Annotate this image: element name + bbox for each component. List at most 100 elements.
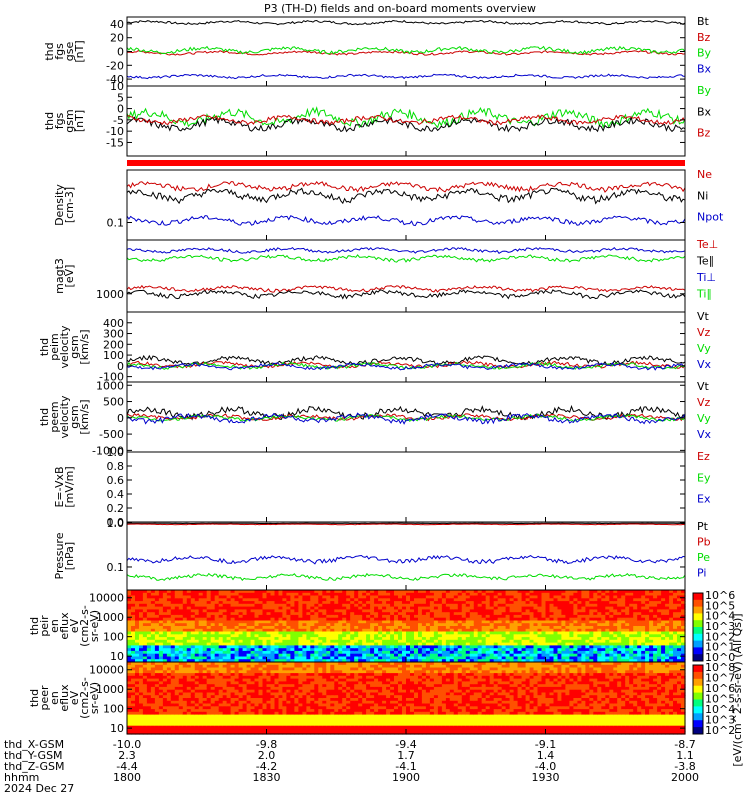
heatmap-cell (258, 720, 264, 724)
heatmap-cell (338, 639, 343, 644)
heatmap-cell (366, 592, 371, 597)
heatmap-cell (593, 612, 598, 616)
heatmap-cell (218, 626, 224, 630)
heatmap-cell (593, 648, 598, 652)
heatmap-cell (597, 634, 602, 638)
heatmap-cell (425, 656, 431, 660)
heatmap-cell (222, 645, 228, 649)
heatmap-cell (310, 656, 315, 660)
heatmap-cell (282, 626, 287, 630)
heatmap-cell (278, 711, 284, 716)
heatmap-cell (234, 617, 240, 622)
heatmap-cell (146, 595, 152, 599)
y-axis-label: thd (43, 112, 56, 130)
heatmap-cell (429, 659, 435, 663)
heatmap-cell (262, 728, 268, 732)
heatmap-cell (170, 675, 176, 680)
heatmap-cell (206, 681, 212, 685)
y-axis-label: eV (68, 618, 81, 633)
heatmap-cell (250, 612, 256, 616)
heatmap-cell (254, 631, 260, 635)
heatmap-cell (142, 609, 148, 613)
heatmap-cell (497, 634, 503, 638)
heatmap-cell (174, 656, 180, 660)
heatmap-cell (509, 612, 515, 616)
heatmap-cell (146, 692, 152, 696)
heatmap-cell (222, 698, 228, 702)
heatmap-cell (645, 614, 650, 619)
heatmap-cell (505, 648, 511, 652)
heatmap-cell (469, 639, 475, 644)
heatmap-cell (465, 650, 471, 655)
heatmap-cell (206, 648, 212, 652)
heatmap-cell (533, 650, 539, 655)
heatmap-cell (429, 592, 435, 597)
heatmap-cell (330, 659, 335, 663)
heatmap-cell (366, 609, 371, 613)
heatmap-cell (234, 692, 240, 696)
heatmap-cell (485, 650, 491, 655)
heatmap-cell (366, 620, 371, 624)
heatmap-cell (139, 617, 144, 622)
heatmap-cell (589, 598, 594, 602)
heatmap-cell (290, 626, 295, 630)
heatmap-cell (561, 595, 566, 599)
heatmap-cell (497, 656, 503, 660)
heatmap-cell (162, 678, 168, 682)
heatmap-cell (421, 598, 427, 602)
heatmap-cell (150, 642, 156, 646)
heatmap-cell (174, 614, 180, 619)
heatmap-cell (135, 634, 140, 638)
heatmap-cell (170, 645, 176, 649)
heatmap-cell (665, 614, 670, 619)
y-axis-label: fgs (53, 112, 66, 129)
heatmap-cell (178, 595, 184, 599)
heatmap-cell (541, 648, 547, 652)
heatmap-cell (517, 606, 523, 610)
heatmap-cell (549, 645, 555, 649)
heatmap-cell (198, 614, 204, 619)
heatmap-cell (561, 648, 566, 652)
heatmap-cell (202, 700, 208, 705)
heatmap-cell (190, 686, 196, 691)
heatmap-cell (150, 620, 156, 624)
heatmap-cell (629, 653, 634, 658)
heatmap-cell (142, 689, 148, 694)
heatmap-cell (394, 598, 399, 602)
heatmap-cell (186, 714, 192, 718)
heatmap-cell (139, 670, 144, 674)
heatmap-cell (266, 650, 272, 655)
series-line-Te⊥ (126, 284, 686, 293)
heatmap-cell (609, 639, 614, 644)
heatmap-cell (162, 637, 168, 641)
heatmap-cell (477, 609, 483, 613)
heatmap-cell (202, 637, 208, 641)
heatmap-cell (150, 692, 156, 696)
heatmap-cell (135, 714, 140, 718)
heatmap-cell (354, 656, 359, 660)
heatmap-cell (234, 720, 240, 724)
heatmap-cell (222, 700, 228, 705)
heatmap-cell (517, 631, 523, 635)
heatmap-cell (509, 609, 515, 613)
heatmap-cell (629, 631, 634, 635)
heatmap-cell (194, 675, 200, 680)
heatmap-cell (298, 645, 303, 649)
heatmap-cell (146, 628, 152, 633)
heatmap-cell (382, 659, 387, 663)
heatmap-cell (565, 603, 570, 608)
heatmap-cell (497, 590, 503, 594)
heatmap-cell (238, 603, 244, 608)
legend-label: Bx (697, 105, 712, 118)
heatmap-cell (210, 662, 216, 666)
heatmap-cell (402, 637, 407, 641)
heatmap-cell (649, 614, 654, 619)
heatmap-cell (437, 592, 443, 597)
heatmap-cell (127, 689, 132, 694)
heatmap-cell (358, 590, 363, 594)
heatmap-cell (226, 695, 232, 699)
heatmap-cell (246, 626, 252, 630)
heatmap-cell (278, 614, 284, 619)
heatmap-cell (637, 659, 642, 663)
heatmap-cell (346, 614, 351, 619)
